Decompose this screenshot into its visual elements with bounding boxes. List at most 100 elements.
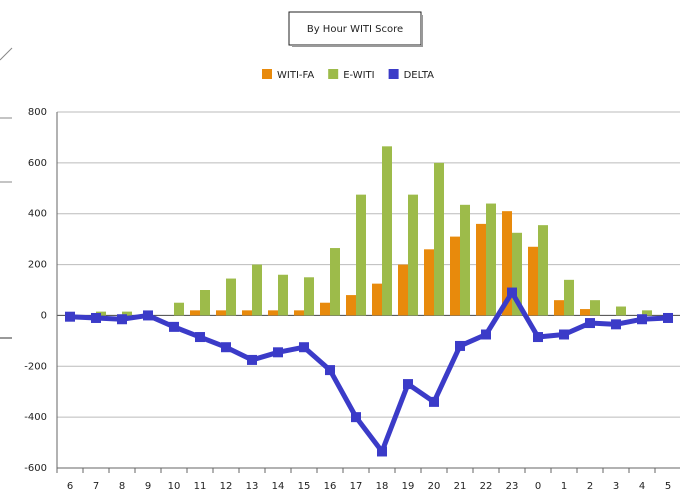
point [559,329,569,340]
point [117,314,127,325]
bar [424,249,434,316]
x-tick-label: 0 [535,481,541,492]
x-tick-label: 22 [480,481,493,492]
x-tick-label: 1 [561,481,567,492]
y-tick-label: 400 [28,209,47,220]
point [663,312,673,323]
bar [294,310,304,316]
plot-area [57,112,680,468]
legend-label: DELTA [404,70,435,81]
point [91,312,101,323]
x-tick-label: 21 [454,481,467,492]
legend-label: E-WITI [343,70,374,81]
bar [216,310,226,316]
point [195,332,205,343]
y-tick-label: 200 [28,260,47,271]
y-tick-label: -400 [24,412,47,423]
bar [642,310,652,316]
bar [346,295,356,316]
x-tick-label: 19 [402,481,415,492]
x-tick-label: 15 [298,481,311,492]
x-tick-label: 20 [428,481,441,492]
x-tick-label: 9 [145,481,151,492]
point [299,342,309,353]
bar [382,146,392,316]
bar [502,211,512,316]
x-tick-label: 14 [272,481,285,492]
bar [486,203,496,316]
bar [554,300,564,316]
bar [190,310,200,316]
x-tick-label: 3 [613,481,619,492]
point [481,329,491,340]
bar [278,274,288,316]
bar [460,204,470,316]
bar [372,283,382,316]
point [585,318,595,329]
legend-swatch [262,69,272,79]
bar [580,309,590,316]
point [273,347,283,358]
legend-swatch [388,69,399,79]
decoration [0,47,13,61]
y-tick-label: -600 [24,463,47,474]
point [325,365,335,376]
bar [200,290,210,316]
y-tick-label: -200 [24,361,47,372]
y-tick-label: 0 [41,310,47,321]
point [637,314,647,325]
bar [330,248,340,316]
bar [538,225,548,316]
x-tick-label: 23 [506,481,519,492]
point [429,396,439,407]
x-tick-label: 13 [246,481,259,492]
bar [356,194,366,316]
legend-label: WITI-FA [277,70,314,81]
bar [226,278,236,316]
bar [268,310,278,316]
bar [590,300,600,316]
bar [122,311,132,316]
x-tick-label: 17 [350,481,363,492]
chart-title: By Hour WITI Score [307,24,403,35]
bar [476,223,486,316]
point [455,340,465,351]
bar [564,279,574,316]
bar [408,194,418,316]
x-tick-label: 8 [119,481,125,492]
x-tick-label: 11 [194,481,207,492]
x-tick-label: 16 [324,481,337,492]
legend-swatch [328,69,339,79]
point [403,379,413,390]
x-tick-label: 12 [220,481,233,492]
x-tick-label: 7 [93,481,99,492]
y-tick-label: 800 [28,107,47,118]
bar [398,264,408,316]
x-tick-label: 4 [639,481,645,492]
point [221,342,231,353]
bar [512,232,522,316]
point [169,321,179,332]
point [507,287,517,298]
x-tick-label: 10 [168,481,181,492]
title-box [288,11,422,46]
bar [616,306,626,316]
point [143,310,153,321]
x-tick-label: 6 [67,481,73,492]
x-tick-label: 2 [587,481,593,492]
bar [252,264,262,316]
bar [174,302,184,316]
point [351,412,361,423]
point [65,311,75,322]
bar [450,236,460,316]
y-tick-label: 600 [28,158,47,169]
bar [304,277,314,316]
point [533,332,543,343]
bar [242,310,252,316]
point [247,354,257,365]
point [611,319,621,330]
bar [528,246,538,316]
bar [320,302,330,316]
x-tick-label: 18 [376,481,389,492]
